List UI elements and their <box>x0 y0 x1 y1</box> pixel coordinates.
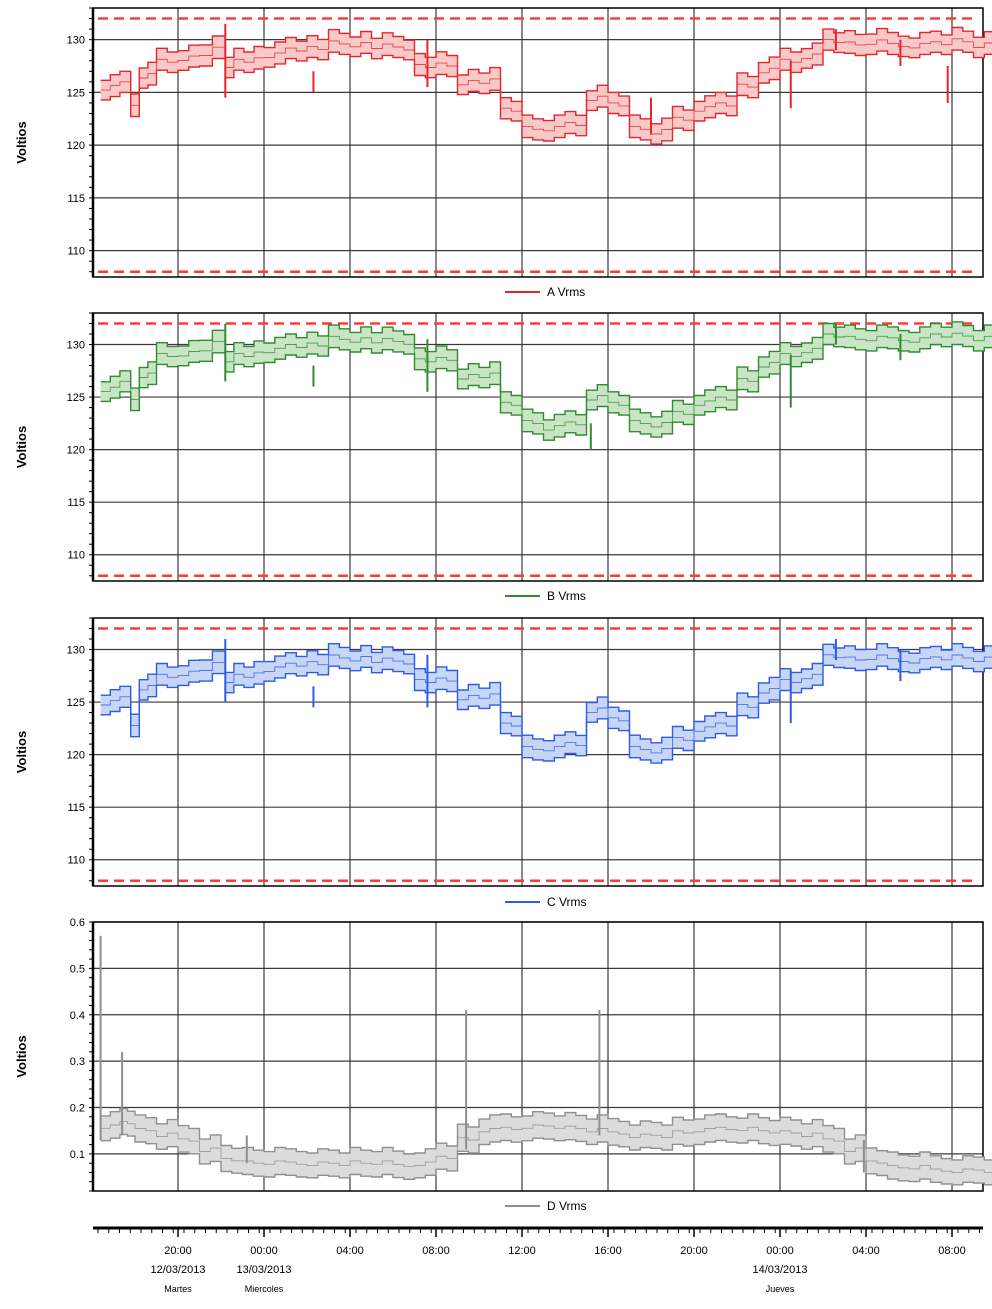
y-tick-label: 130 <box>67 645 85 657</box>
y-tick-label: 110 <box>67 246 85 258</box>
y-tick-label: 115 <box>67 497 85 509</box>
legend-label: D Vrms <box>547 1199 587 1213</box>
series-center-line <box>100 654 992 754</box>
x-tick-label: 04:00 <box>336 1245 364 1257</box>
panel-c: 110 115 120 125 130 Voltios C Vrms <box>14 617 992 909</box>
x-date-label: 14/03/2013 <box>752 1264 807 1276</box>
series-lower-line <box>100 1133 992 1186</box>
y-axis-label: Voltios <box>14 121 29 163</box>
series-center-line <box>100 332 992 431</box>
y-tick-label: 120 <box>67 750 85 762</box>
x-tick-label: 00:00 <box>766 1245 794 1257</box>
plot-frame <box>92 617 984 887</box>
series-band <box>100 27 992 145</box>
y-tick-label: 110 <box>67 855 85 867</box>
series-lower-line <box>100 343 992 441</box>
x-day-label: Miercoles <box>245 1284 284 1294</box>
plot-frame <box>92 7 984 278</box>
x-tick-label: 12:00 <box>508 1245 536 1257</box>
y-tick-label: 0.1 <box>70 1149 85 1161</box>
x-day-label: Jueves <box>766 1284 795 1294</box>
x-date-label: 13/03/2013 <box>236 1264 291 1276</box>
y-tick-label: 0.5 <box>70 963 85 975</box>
y-tick-label: 120 <box>67 445 85 457</box>
legend-label: A Vrms <box>547 285 585 299</box>
x-tick-label: 20:00 <box>680 1245 708 1257</box>
x-tick-label: 16:00 <box>594 1245 622 1257</box>
y-tick-label: 115 <box>67 193 85 205</box>
series-lower-line <box>100 49 992 145</box>
x-tick-label: 00:00 <box>250 1245 278 1257</box>
y-tick-label: 125 <box>67 392 85 404</box>
x-tick-label: 08:00 <box>422 1245 450 1257</box>
time-axis: 20:00 00:00 04:00 08:00 12:00 16:00 20:00 00:00… <box>93 1226 983 1294</box>
x-tick-label: 04:00 <box>852 1245 880 1257</box>
y-axis-label: Voltios <box>14 426 29 468</box>
series-band <box>100 321 992 441</box>
y-tick-label: 110 <box>67 550 85 562</box>
series-upper-line <box>100 26 992 125</box>
x-tick-label: 20:00 <box>164 1245 192 1257</box>
panel-d: 0.1 0.2 0.3 0.4 0.5 0.6 Voltios D Vrms <box>14 917 992 1213</box>
y-tick-label: 120 <box>67 140 85 152</box>
x-date-label: 12/03/2013 <box>150 1264 205 1276</box>
series-upper-line <box>100 1107 992 1161</box>
y-tick-label: 130 <box>67 35 85 47</box>
legend-label: C Vrms <box>547 895 587 909</box>
y-tick-label: 0.3 <box>70 1056 85 1068</box>
y-axis-label: Voltios <box>14 731 29 773</box>
series-center-line <box>100 38 992 135</box>
series-lower-line <box>100 664 992 764</box>
legend-label: B Vrms <box>547 589 586 603</box>
series-band <box>100 643 992 764</box>
y-tick-label: 0.4 <box>70 1010 85 1022</box>
y-axis-label: Voltios <box>14 1035 29 1077</box>
y-tick-label: 130 <box>67 340 85 352</box>
series-upper-line <box>100 643 992 744</box>
x-tick-label: 08:00 <box>938 1245 966 1257</box>
series-upper-line <box>100 321 992 421</box>
x-day-label: Martes <box>164 1284 192 1294</box>
y-tick-label: 125 <box>67 697 85 709</box>
series-center-line <box>100 1120 992 1173</box>
series-band <box>100 1108 992 1185</box>
y-tick-label: 125 <box>67 87 85 99</box>
plot-frame <box>92 312 984 582</box>
y-tick-label: 115 <box>67 802 85 814</box>
y-tick-label: 0.6 <box>70 917 85 929</box>
plot-frame <box>92 921 984 1192</box>
panel-b: 110 115 120 125 130 Voltios B Vrms <box>14 312 992 603</box>
y-tick-label: 0.2 <box>70 1103 85 1115</box>
panel-a: 110 115 120 125 130 Voltios A Vrms <box>14 7 992 299</box>
